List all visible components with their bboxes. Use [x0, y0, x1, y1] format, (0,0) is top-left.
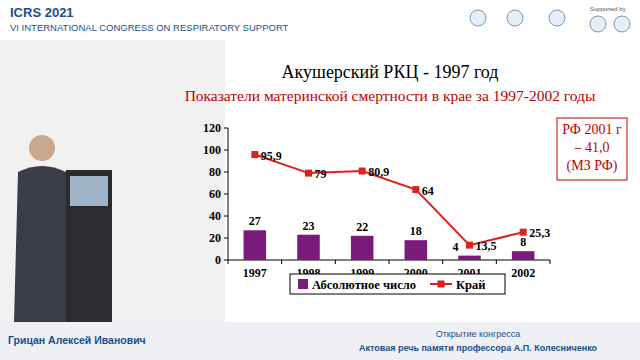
bar-label: 23	[303, 219, 315, 233]
y-tick	[224, 260, 228, 261]
y-tick-label: 60	[209, 187, 221, 201]
y-tick-label: 120	[203, 121, 221, 135]
y-tick	[224, 238, 228, 239]
bar	[351, 236, 374, 260]
x-tick	[496, 260, 497, 264]
y-tick	[224, 194, 228, 195]
speaker-body	[14, 166, 70, 322]
y-tick	[224, 216, 228, 217]
bar	[297, 235, 320, 260]
annotation: (МЗ РФ)	[567, 158, 618, 174]
annotation-box	[557, 118, 627, 180]
x-tick	[281, 260, 282, 264]
background	[0, 0, 640, 360]
y-tick-label: 40	[209, 209, 221, 223]
bar	[405, 240, 428, 260]
marker	[305, 170, 312, 177]
x-tick	[335, 260, 336, 264]
y-tick	[224, 128, 228, 129]
logo	[590, 16, 606, 32]
y-tick	[224, 150, 228, 151]
logo	[549, 10, 565, 26]
bar-label: 27	[249, 214, 261, 228]
header-title: ICRS 2021	[10, 5, 74, 20]
legend-swatch	[438, 281, 445, 288]
line	[255, 155, 523, 246]
legend-box	[290, 274, 505, 294]
chart-subtitle: Показатели материнской смертности в крае…	[185, 87, 596, 104]
x-tick	[228, 260, 229, 264]
x-tick	[389, 260, 390, 264]
y-tick-label: 0	[215, 253, 221, 267]
annotation: – 41,0	[574, 140, 610, 155]
logo	[470, 10, 486, 26]
stage	[0, 40, 225, 322]
sponsor-label: Supported by	[590, 6, 626, 12]
x-tick-label: 1997	[243, 266, 267, 280]
bar	[458, 256, 481, 260]
x-tick-label: 2002	[511, 266, 535, 280]
x-tick	[550, 260, 551, 264]
y-tick-label: 100	[203, 143, 221, 157]
legend: Абсолютное число Край	[290, 274, 505, 294]
legend-swatch	[298, 279, 308, 289]
marks	[244, 151, 535, 260]
bar-label: 22	[356, 220, 368, 234]
talk: Актовая речь памяти профессора А.П. Коле…	[359, 343, 598, 353]
chart-title: Акушерский РКЦ - 1997 год	[282, 62, 499, 82]
data-labels: 27 23 22 18 4 8 95,9 79 80,9 64 13,5 25,3	[249, 149, 550, 254]
marker	[251, 151, 258, 158]
logo	[614, 16, 630, 32]
header-subtitle: VI INTERNATIONAL CONGRESS ON RESPIRATORY…	[10, 22, 289, 33]
y-tick-label: 80	[209, 165, 221, 179]
line-label: 64	[422, 184, 434, 198]
line-label: 95,9	[261, 149, 282, 163]
line-label: 13,5	[476, 239, 497, 253]
podium-screen	[70, 176, 108, 206]
bar-label: 4	[453, 240, 459, 254]
line-label: 25,3	[529, 226, 550, 240]
bar	[244, 230, 267, 260]
line-label: 79	[315, 167, 327, 181]
footer-band	[0, 322, 640, 360]
slide: ICRS 2021 VI INTERNATIONAL CONGRESS ON RE…	[0, 0, 640, 360]
annotation: РФ 2001 г	[562, 122, 622, 137]
podium	[66, 170, 112, 322]
marker	[359, 168, 366, 175]
legend-label: Абсолютное число	[312, 278, 416, 292]
marker	[466, 242, 473, 249]
bar-label: 8	[520, 235, 526, 249]
x-tick	[442, 260, 443, 264]
bar-label: 18	[410, 224, 422, 238]
marker	[412, 186, 419, 193]
y-tick-label: 20	[209, 231, 221, 245]
speaker-head	[29, 135, 55, 161]
line-label: 80,9	[368, 165, 389, 179]
event: Открытие конгресса	[436, 329, 521, 339]
logo	[507, 10, 523, 26]
y-tick	[224, 172, 228, 173]
bar	[512, 251, 535, 260]
speaker-name: Грицан Алексей Иванович	[8, 334, 146, 346]
legend-label: Край	[456, 278, 485, 292]
